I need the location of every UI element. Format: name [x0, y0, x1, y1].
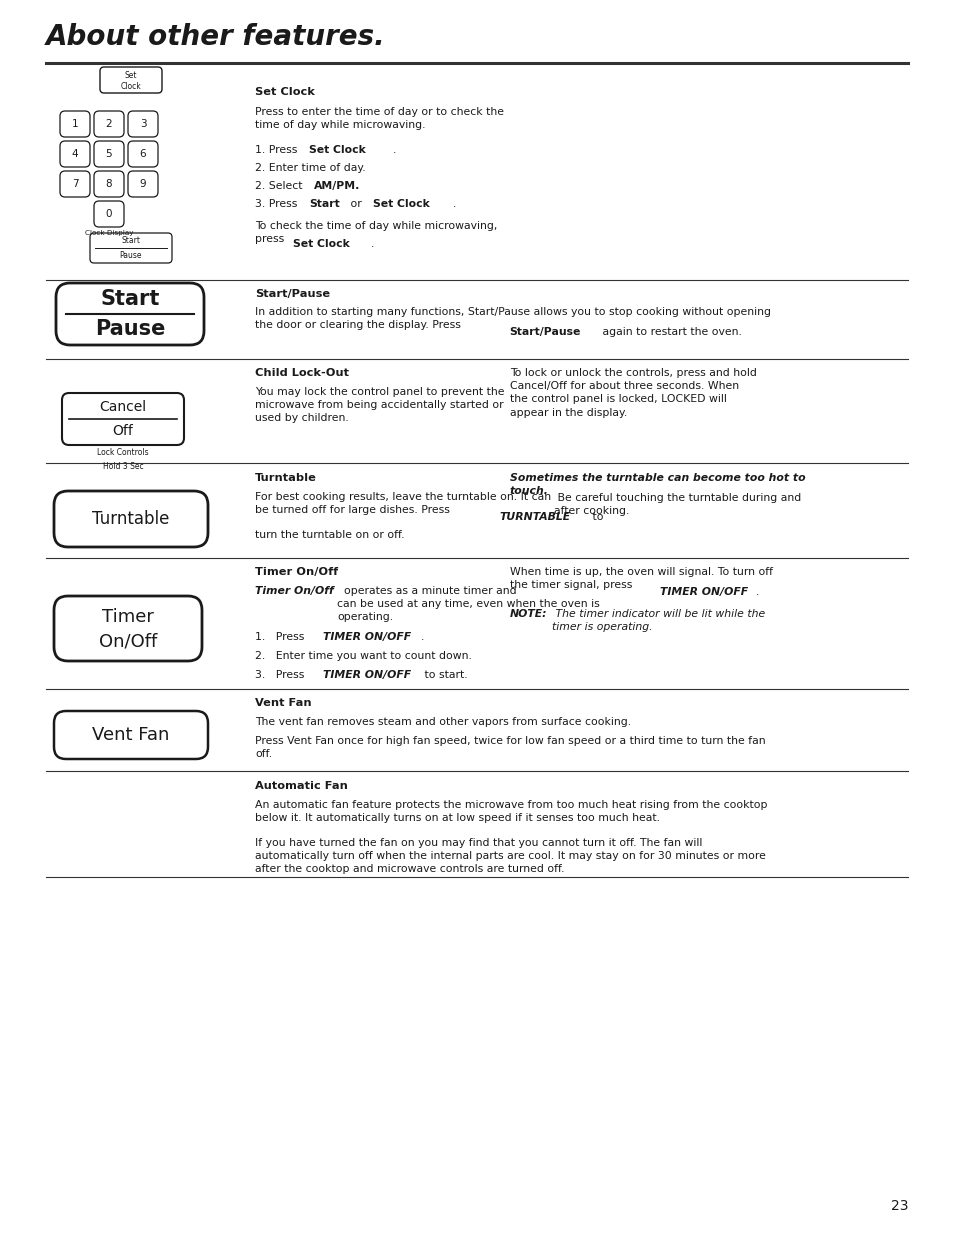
Text: You may lock the control panel to prevent the
microwave from being accidentally : You may lock the control panel to preven… [254, 387, 504, 424]
Text: 2. Enter time of day.: 2. Enter time of day. [254, 163, 365, 173]
FancyBboxPatch shape [128, 141, 158, 167]
Text: Start: Start [121, 236, 140, 245]
Text: 2: 2 [106, 119, 112, 128]
Text: to start.: to start. [420, 671, 467, 680]
FancyBboxPatch shape [54, 711, 208, 760]
Text: Set Clock: Set Clock [254, 86, 314, 98]
Text: TURNTABLE: TURNTABLE [498, 513, 570, 522]
FancyBboxPatch shape [94, 201, 124, 227]
Text: 8: 8 [106, 179, 112, 189]
FancyBboxPatch shape [54, 597, 202, 661]
Text: Clock: Clock [120, 82, 141, 91]
Text: Set Clock: Set Clock [373, 199, 429, 209]
Text: turn the turntable on or off.: turn the turntable on or off. [254, 530, 404, 540]
Text: The vent fan removes steam and other vapors from surface cooking.: The vent fan removes steam and other vap… [254, 718, 631, 727]
Text: Set Clock: Set Clock [309, 144, 365, 156]
Text: Turntable: Turntable [92, 510, 170, 529]
Text: 2. Select: 2. Select [254, 182, 306, 191]
Text: 4: 4 [71, 149, 78, 159]
Text: operates as a minute timer and
can be used at any time, even when the oven is
op: operates as a minute timer and can be us… [336, 585, 599, 622]
Text: to: to [588, 513, 603, 522]
Text: 5: 5 [106, 149, 112, 159]
Text: 1: 1 [71, 119, 78, 128]
Text: TIMER ON/OFF: TIMER ON/OFF [659, 587, 747, 597]
Text: In addition to starting many functions, Start/Pause allows you to stop cooking w: In addition to starting many functions, … [254, 308, 770, 330]
Text: or: or [347, 199, 365, 209]
FancyBboxPatch shape [56, 283, 204, 345]
Text: .: . [420, 632, 424, 642]
Text: again to restart the oven.: again to restart the oven. [598, 327, 741, 337]
Text: Child Lock-Out: Child Lock-Out [254, 368, 349, 378]
Text: NOTE:: NOTE: [510, 609, 547, 619]
Text: Off: Off [112, 424, 133, 438]
Text: Timer On/Off: Timer On/Off [254, 567, 337, 577]
Text: If you have turned the fan on you may find that you cannot turn it off. The fan : If you have turned the fan on you may fi… [254, 839, 765, 874]
Text: Press to enter the time of day or to check the
time of day while microwaving.: Press to enter the time of day or to che… [254, 107, 503, 130]
FancyBboxPatch shape [94, 111, 124, 137]
Text: Pause: Pause [94, 319, 165, 338]
Text: Timer: Timer [102, 608, 153, 626]
Text: Automatic Fan: Automatic Fan [254, 781, 348, 790]
Text: Lock Controls: Lock Controls [97, 448, 149, 457]
Text: To lock or unlock the controls, press and hold
Cancel/Off for about three second: To lock or unlock the controls, press an… [510, 368, 756, 417]
FancyBboxPatch shape [94, 141, 124, 167]
Text: 9: 9 [139, 179, 146, 189]
FancyBboxPatch shape [100, 67, 162, 93]
Text: Vent Fan: Vent Fan [92, 726, 170, 743]
FancyBboxPatch shape [90, 233, 172, 263]
Text: 1.   Press: 1. Press [254, 632, 308, 642]
FancyBboxPatch shape [94, 170, 124, 198]
Text: .: . [371, 240, 374, 249]
Text: Cancel: Cancel [99, 400, 147, 414]
FancyBboxPatch shape [60, 111, 90, 137]
Text: Be careful touching the turntable during and
after cooking.: Be careful touching the turntable during… [554, 493, 801, 516]
Text: 3.   Press: 3. Press [254, 671, 308, 680]
Text: 23: 23 [889, 1199, 907, 1213]
Text: On/Off: On/Off [99, 632, 157, 651]
Text: Press Vent Fan once for high fan speed, twice for low fan speed or a third time : Press Vent Fan once for high fan speed, … [254, 736, 765, 760]
Text: Start: Start [100, 289, 159, 309]
Text: Pause: Pause [120, 251, 142, 261]
Text: Start/Pause: Start/Pause [509, 327, 579, 337]
Text: An automatic fan feature protects the microwave from too much heat rising from t: An automatic fan feature protects the mi… [254, 800, 767, 824]
Text: To check the time of day while microwaving,
press: To check the time of day while microwavi… [254, 221, 497, 245]
Text: Vent Fan: Vent Fan [254, 698, 312, 708]
Text: 6: 6 [139, 149, 146, 159]
Text: 1. Press: 1. Press [254, 144, 300, 156]
Text: Start: Start [309, 199, 339, 209]
Text: 3: 3 [139, 119, 146, 128]
Text: 7: 7 [71, 179, 78, 189]
Text: Turntable: Turntable [254, 473, 316, 483]
Text: Set Clock: Set Clock [293, 240, 350, 249]
Text: Sometimes the turntable can become too hot to
touch.: Sometimes the turntable can become too h… [510, 473, 804, 496]
Text: .: . [453, 199, 456, 209]
Text: Timer On/Off: Timer On/Off [254, 585, 334, 597]
Text: .: . [393, 144, 395, 156]
Text: Clock Display: Clock Display [85, 230, 133, 236]
Text: 3. Press: 3. Press [254, 199, 300, 209]
Text: For best cooking results, leave the turntable on. It can
be turned off for large: For best cooking results, leave the turn… [254, 492, 551, 515]
FancyBboxPatch shape [54, 492, 208, 547]
Text: Set: Set [125, 70, 137, 80]
Text: Hold 3 Sec: Hold 3 Sec [103, 462, 143, 471]
Text: When time is up, the oven will signal. To turn off
the timer signal, press: When time is up, the oven will signal. T… [510, 567, 772, 590]
FancyBboxPatch shape [128, 111, 158, 137]
Text: TIMER ON/OFF: TIMER ON/OFF [323, 632, 411, 642]
Text: .: . [755, 587, 759, 597]
Text: Start/Pause: Start/Pause [254, 289, 330, 299]
Text: The timer indicator will be lit while the
timer is operating.: The timer indicator will be lit while th… [552, 609, 764, 632]
FancyBboxPatch shape [62, 393, 184, 445]
FancyBboxPatch shape [60, 141, 90, 167]
Text: TIMER ON/OFF: TIMER ON/OFF [323, 671, 411, 680]
FancyBboxPatch shape [128, 170, 158, 198]
Text: 0: 0 [106, 209, 112, 219]
Text: 2.   Enter time you want to count down.: 2. Enter time you want to count down. [254, 651, 472, 661]
Text: AM/PM.: AM/PM. [314, 182, 360, 191]
FancyBboxPatch shape [60, 170, 90, 198]
Text: About other features.: About other features. [46, 23, 385, 51]
